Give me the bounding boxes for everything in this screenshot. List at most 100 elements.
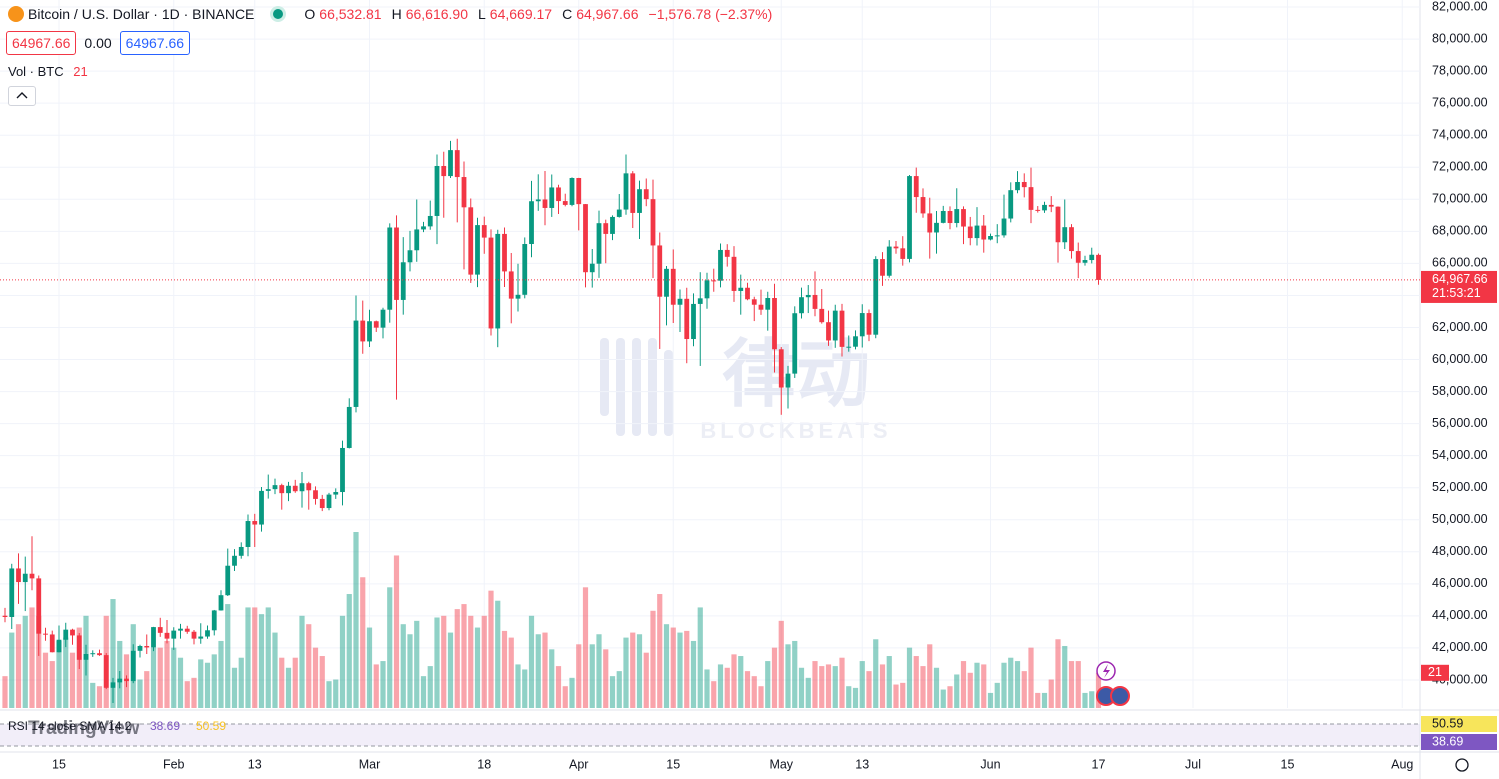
candle-body	[913, 176, 919, 198]
candle-body	[772, 298, 777, 350]
candle-body	[279, 485, 285, 494]
x-tick-label: Feb	[163, 757, 185, 771]
volume-bar	[1075, 661, 1081, 708]
volume-bar	[549, 649, 555, 708]
candle-body	[900, 248, 906, 259]
volume-bar	[454, 609, 460, 708]
volume-bar	[468, 615, 474, 708]
volume-bar	[738, 656, 744, 708]
volume-bar	[677, 632, 683, 708]
candle-body	[387, 227, 393, 310]
candle-body	[171, 630, 177, 639]
volume-bar	[36, 615, 42, 708]
candle-body	[421, 226, 426, 230]
candle-body	[805, 294, 811, 298]
symbol-name[interactable]: Bitcoin / U.S. Dollar · 1D · BINANCE	[28, 6, 255, 22]
x-tick-label: 15	[666, 757, 680, 771]
close-value: 64,967.66	[576, 6, 639, 22]
volume-bar	[434, 617, 440, 708]
x-tick-label: 13	[855, 757, 869, 771]
sell-button[interactable]: 64967.66	[6, 31, 77, 55]
candle-body	[718, 249, 723, 281]
volume-bar	[684, 630, 690, 708]
collapse-button[interactable]	[8, 86, 36, 106]
volume-bar	[690, 640, 697, 708]
volume-bar	[589, 644, 595, 708]
volume-bar	[704, 669, 710, 708]
rsi-tag-label: 38.69	[1432, 734, 1463, 748]
volume-bar	[596, 634, 602, 708]
x-tick-label: 17	[1092, 757, 1106, 771]
volume-bar	[258, 614, 265, 708]
candle-body	[124, 678, 129, 682]
rsi-band	[0, 724, 1420, 746]
buy-button[interactable]: 64967.66	[119, 31, 191, 55]
candle-body	[799, 297, 804, 314]
candle-body	[43, 633, 48, 635]
candle-body	[259, 490, 264, 525]
candle-body	[1028, 187, 1034, 210]
candle-body	[346, 406, 352, 448]
volume-bar	[360, 577, 366, 708]
candle-body	[630, 173, 636, 213]
high-label: H	[391, 6, 402, 22]
y-tick-label: 78,000.00	[1432, 63, 1488, 77]
volume-bar	[501, 630, 508, 708]
candle-body	[238, 546, 244, 556]
y-tick-label: 80,000.00	[1432, 31, 1488, 45]
y-tick-label: 44,000.00	[1432, 608, 1488, 622]
volume-bar	[670, 627, 676, 708]
volume-bar	[569, 677, 575, 708]
candle-body	[832, 310, 838, 341]
candle-body	[1075, 251, 1081, 263]
y-tick-label: 82,000.00	[1432, 0, 1488, 13]
candle-body	[164, 632, 170, 639]
y-tick-label: 52,000.00	[1432, 480, 1488, 494]
candle-body	[697, 298, 703, 304]
volume-bar	[1014, 661, 1021, 708]
volume-bar	[1008, 657, 1014, 708]
volume-bar	[346, 594, 352, 708]
watermark: 律动 BLOCKBEATS	[600, 333, 888, 443]
rsi-sma-tag	[1421, 716, 1497, 732]
candle-body	[745, 287, 750, 300]
candle-body	[1008, 190, 1014, 219]
volume-bar	[825, 664, 832, 708]
volume-bar	[765, 661, 771, 708]
volume-tag-label: 21	[1428, 665, 1442, 679]
volume-bar	[751, 676, 757, 708]
volume-bar	[974, 662, 980, 708]
volume-bar	[245, 607, 251, 708]
volume-bar	[42, 652, 49, 708]
volume-bar	[137, 679, 143, 708]
candle-body	[1035, 209, 1041, 211]
candle-body	[326, 494, 332, 509]
candle-body	[549, 187, 555, 208]
volume-bar	[528, 615, 535, 708]
candle-body	[812, 294, 818, 309]
volume-bar	[15, 624, 22, 708]
candle-body	[448, 150, 453, 177]
volume-bar	[353, 532, 359, 708]
volume-bar	[488, 590, 494, 708]
candle-body	[508, 271, 514, 299]
volume-bar	[812, 661, 818, 708]
candle-body	[178, 628, 183, 631]
candle-body	[643, 189, 649, 200]
candle-body	[846, 346, 852, 348]
trade-buttons: 64967.66 0.00 64967.66	[6, 31, 191, 55]
candle-body	[515, 294, 521, 299]
economic-event-icon[interactable]	[1110, 686, 1130, 706]
rsi-label: RSI 14 close SMA 14 2	[8, 719, 132, 733]
y-tick-label: 76,000.00	[1432, 95, 1488, 109]
x-tick-label: 15	[52, 757, 66, 771]
watermark-bar	[664, 350, 673, 436]
settings-icon[interactable]	[1455, 758, 1469, 772]
candle-body	[637, 189, 642, 213]
y-tick-label: 56,000.00	[1432, 416, 1488, 430]
volume-bar	[1041, 692, 1048, 708]
volume-bar	[954, 674, 960, 708]
candle-body	[556, 187, 561, 202]
candle-body	[589, 263, 595, 273]
